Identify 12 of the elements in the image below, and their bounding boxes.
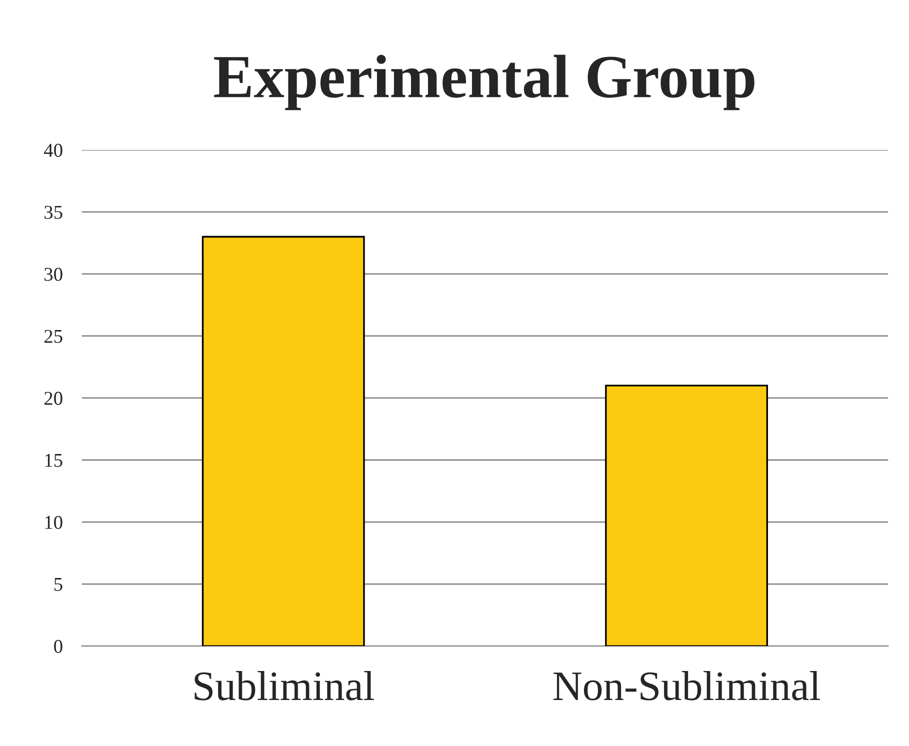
y-tick-label: 35 bbox=[44, 206, 62, 219]
y-tick-label: 25 bbox=[44, 330, 62, 343]
x-tick-label: Subliminal bbox=[194, 671, 374, 700]
y-tick-label: 15 bbox=[45, 454, 62, 467]
y-tick-label: 40 bbox=[44, 144, 62, 157]
x-tick-label: Non-Subliminal bbox=[553, 671, 820, 700]
y-tick-label: 10 bbox=[45, 516, 62, 529]
y-tick-label: 0 bbox=[54, 640, 62, 653]
y-tick-label: 30 bbox=[44, 268, 62, 281]
y-tick-label: 5 bbox=[54, 578, 62, 591]
chart-title: Experimental Group bbox=[214, 54, 754, 110]
y-tick-label: 20 bbox=[44, 392, 62, 405]
